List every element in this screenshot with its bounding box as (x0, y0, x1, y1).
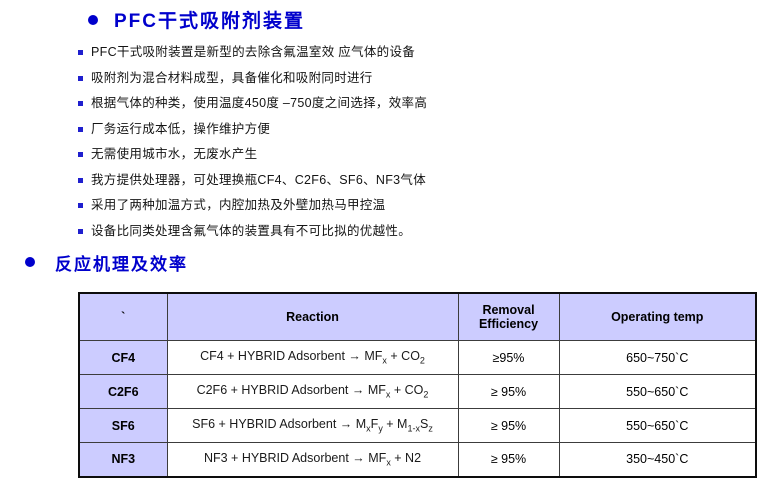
reaction-cell: SF6 + HYBRID Adsorbent → MxFy + M1-xSz (166, 408, 459, 443)
bullet-text: 我方提供处理器，可处理换瓶CF4、C2F6、SF6、NF3气体 (91, 172, 427, 187)
bullet-text: 设备比同类处理含氟气体的装置具有不可比拟的优越性。 (91, 223, 412, 238)
bullet-item: 我方提供处理器，可处理换瓶CF4、C2F6、SF6、NF3气体 (78, 173, 769, 188)
bullet-square-icon (78, 177, 83, 183)
efficiency-cell: ≥ 95% (457, 374, 560, 409)
header-cell-mark: ` (78, 292, 168, 341)
temp-cell: 550~650`C (558, 408, 757, 443)
section2-title: 反应机理及效率 (55, 254, 188, 274)
temp-cell: 550~650`C (558, 374, 757, 409)
bullet-text: 厂务运行成本低，操作维护方便 (91, 121, 271, 136)
bullet-text: 采用了两种加温方式，内腔加热及外壁加热马甲控温 (91, 198, 386, 212)
section1-heading: PFC干式吸附剂装置 (88, 6, 769, 33)
bullet-item: 根据气体的种类，使用温度450度 –750度之间选择，效率高 (78, 96, 769, 111)
header-cell-reaction: Reaction (166, 292, 459, 341)
header-cell-efficiency: Removal Efficiency (457, 292, 560, 341)
bullet-item: 采用了两种加温方式，内腔加热及外壁加热马甲控温 (78, 198, 769, 213)
bullet-item: 吸附剂为混合材料成型，具备催化和吸附同时进行 (78, 71, 769, 86)
bullet-square-icon (78, 203, 83, 208)
bullet-square-icon (78, 152, 83, 157)
reaction-cell: C2F6 + HYBRID Adsorbent → MFx + CO2 (166, 374, 459, 409)
bullet-text: 根据气体的种类，使用温度450度 –750度之间选择，效率高 (91, 96, 428, 110)
bullet-text: PFC干式吸附装置是新型的去除含氟温室效 应气体的设备 (91, 45, 416, 59)
feature-bullet-list: PFC干式吸附装置是新型的去除含氟温室效 应气体的设备 吸附剂为混合材料成型，具备… (78, 45, 769, 239)
reaction-table-container: ` Reaction Removal Efficiency Operating … (78, 291, 769, 478)
reaction-table-header: ` Reaction Removal Efficiency Operating … (78, 292, 757, 341)
efficiency-cell: ≥ 95% (457, 442, 560, 477)
table-header-row: ` Reaction Removal Efficiency Operating … (78, 292, 757, 341)
section2-heading: 反应机理及效率 (25, 250, 769, 275)
bullet-item: 设备比同类处理含氟气体的装置具有不可比拟的优越性。 (78, 224, 769, 239)
reaction-cell: NF3 + HYBRID Adsorbent → MFx + N2 (166, 442, 459, 477)
bullet-item: 厂务运行成本低，操作维护方便 (78, 122, 769, 137)
bullet-square-icon (78, 101, 83, 106)
bullet-item: 无需使用城市水，无废水产生 (78, 147, 769, 162)
bullet-dot-icon (25, 257, 35, 267)
temp-cell: 650~750`C (558, 340, 757, 375)
efficiency-cell: ≥95% (457, 340, 560, 375)
gas-cell: CF4 (78, 340, 168, 375)
bullet-square-icon (78, 228, 83, 234)
section1-title: PFC干式吸附剂装置 (114, 11, 306, 32)
gas-cell: C2F6 (78, 374, 168, 409)
reaction-table-body: CF4 CF4 + HYBRID Adsorbent → MFx + CO2 ≥95… (78, 340, 757, 477)
table-row: CF4 CF4 + HYBRID Adsorbent → MFx + CO2 ≥95… (78, 340, 757, 375)
bullet-dot-icon (88, 14, 98, 25)
bullet-square-icon (78, 126, 83, 132)
bullet-text: 无需使用城市水，无废水产生 (91, 147, 258, 161)
table-row: SF6 SF6 + HYBRID Adsorbent → MxFy + M1-xS… (78, 408, 757, 443)
bullet-square-icon (78, 50, 83, 55)
gas-cell: SF6 (78, 408, 168, 443)
reaction-table: ` Reaction Removal Efficiency Operating … (78, 291, 757, 478)
gas-cell: NF3 (78, 442, 168, 477)
table-row: NF3 NF3 + HYBRID Adsorbent → MFx + N2 ≥ 95… (78, 442, 757, 477)
reaction-cell: CF4 + HYBRID Adsorbent → MFx + CO2 (166, 340, 459, 375)
table-row: C2F6 C2F6 + HYBRID Adsorbent → MFx + CO2 ≥… (78, 374, 757, 409)
bullet-square-icon (78, 75, 83, 81)
header-cell-temp: Operating temp (558, 292, 757, 341)
bullet-text: 吸附剂为混合材料成型，具备催化和吸附同时进行 (91, 70, 373, 85)
bullet-item: PFC干式吸附装置是新型的去除含氟温室效 应气体的设备 (78, 45, 769, 60)
temp-cell: 350~450`C (558, 442, 757, 477)
efficiency-cell: ≥ 95% (457, 408, 560, 443)
